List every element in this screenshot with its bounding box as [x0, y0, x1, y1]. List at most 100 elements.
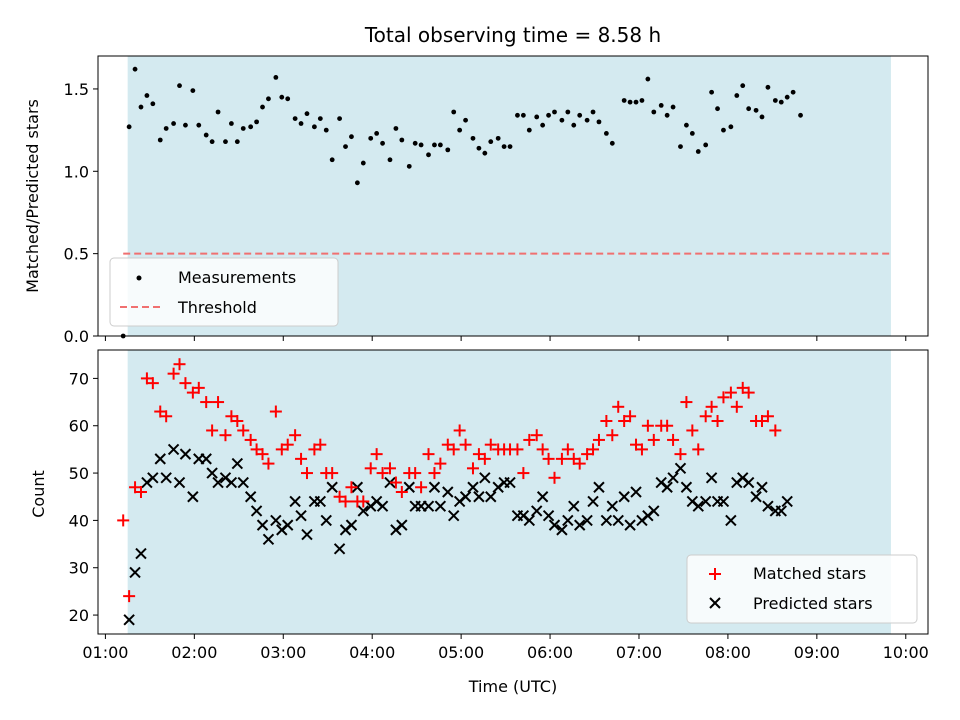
matched-star-point — [478, 452, 491, 465]
predicted-star-point — [667, 472, 679, 484]
predicted-star-point — [173, 476, 186, 489]
matched-star-point — [555, 452, 568, 465]
predicted-star-point — [648, 505, 660, 517]
measurement-point — [790, 89, 796, 95]
predicted-star-point — [531, 505, 543, 517]
measurement-point — [470, 135, 476, 141]
measurement-point — [728, 124, 734, 130]
measurement-point — [393, 126, 399, 131]
measurement-point — [183, 122, 188, 128]
bottom-y-tick-label: 40 — [69, 511, 89, 530]
measurement-point — [590, 109, 596, 115]
predicted-star-point — [661, 481, 673, 493]
measurement-point — [203, 132, 209, 138]
predicted-star-point — [244, 491, 257, 503]
measurement-point — [488, 139, 494, 145]
predicted-star-point — [606, 500, 619, 512]
matched-star-point — [717, 391, 730, 404]
measurement-point — [426, 152, 431, 158]
predicted-star-point — [237, 476, 249, 489]
measurement-point — [228, 121, 234, 126]
predicted-star-point — [345, 519, 358, 531]
predicted-star-point — [624, 519, 636, 531]
matched-star-point — [422, 448, 435, 461]
bottom-plot-frame — [97, 349, 929, 635]
matched-star-point — [674, 448, 687, 461]
matched-stars-legend-marker — [709, 568, 721, 580]
predicted-star-point — [282, 519, 294, 531]
predicted-star-point — [762, 500, 774, 512]
measurement-point — [163, 126, 169, 131]
predicted-star-point — [179, 448, 192, 460]
measurement-point — [234, 139, 240, 145]
measurement-point — [317, 116, 323, 121]
x-tick-label: 09:00 — [794, 643, 840, 662]
measurement-point — [138, 104, 144, 110]
matched-star-point — [428, 467, 441, 480]
bottom-legend-box — [686, 554, 918, 624]
matched-star-point — [606, 429, 619, 442]
predicted-star-point — [289, 495, 301, 508]
measurement-point — [678, 144, 683, 149]
measurement-point — [298, 121, 304, 126]
measurement-point — [445, 147, 451, 153]
measurement-point — [354, 180, 360, 186]
measurements-series — [120, 66, 891, 339]
predicted-star-point — [422, 500, 435, 512]
measurement-point — [709, 89, 715, 95]
measurement-point — [273, 75, 279, 80]
predicted-star-point — [600, 514, 613, 527]
measurement-point — [177, 83, 182, 89]
matched-star-point — [389, 476, 402, 489]
measurement-point — [495, 135, 501, 141]
measurement-point — [571, 122, 577, 128]
matched-star-point — [686, 424, 699, 437]
matched-star-point — [415, 481, 428, 494]
measurement-point — [399, 137, 405, 143]
matched-star-point — [600, 415, 613, 427]
predicted-star-point — [396, 519, 408, 531]
predicted-star-point — [750, 491, 762, 503]
matched-star-point — [160, 410, 173, 423]
bottom-y-tick-label: 60 — [69, 417, 89, 436]
predicted-star-point — [485, 491, 497, 503]
matched-star-point — [561, 443, 574, 456]
measurement-point — [343, 144, 348, 149]
chart-title: Total observing time = 8.58 h — [364, 23, 661, 47]
x-tick-label: 08:00 — [705, 643, 751, 662]
x-tick-label: 03:00 — [260, 643, 306, 662]
predicted-star-point — [548, 519, 561, 531]
matched-star-point — [459, 438, 472, 451]
matched-star-point — [667, 433, 680, 446]
measurement-point — [651, 109, 657, 115]
predicted-star-point — [536, 491, 549, 503]
predicted-star-point — [556, 524, 568, 536]
measurement-point — [526, 127, 532, 133]
matched-star-point — [326, 467, 339, 480]
measurement-point — [126, 124, 132, 130]
predicted-star-point — [357, 505, 370, 517]
measurement-point — [577, 112, 583, 118]
threshold-legend-label: Threshold — [177, 298, 257, 317]
predicted-star-point — [428, 481, 441, 493]
matched-star-point — [409, 467, 422, 480]
measurement-point — [171, 121, 176, 126]
matched-star-point — [244, 433, 257, 446]
matched-star-point — [134, 486, 147, 498]
matched-star-point — [635, 443, 648, 456]
x-tick-label: 02:00 — [171, 643, 217, 662]
measurement-point — [311, 124, 317, 130]
predicted-star-point — [756, 481, 768, 493]
matched-star-point — [383, 462, 396, 475]
matched-stars-legend-label: Matched stars — [753, 564, 866, 583]
measurement-point — [670, 104, 676, 110]
measurement-point — [437, 142, 443, 148]
measurement-point — [584, 117, 590, 123]
measurement-point — [292, 116, 298, 121]
matched-star-point — [231, 415, 244, 427]
matched-star-point — [256, 448, 269, 461]
measurement-point — [784, 94, 790, 100]
measurement-point — [507, 144, 513, 149]
predicted-star-point — [479, 472, 491, 484]
measurement-point — [254, 119, 259, 125]
